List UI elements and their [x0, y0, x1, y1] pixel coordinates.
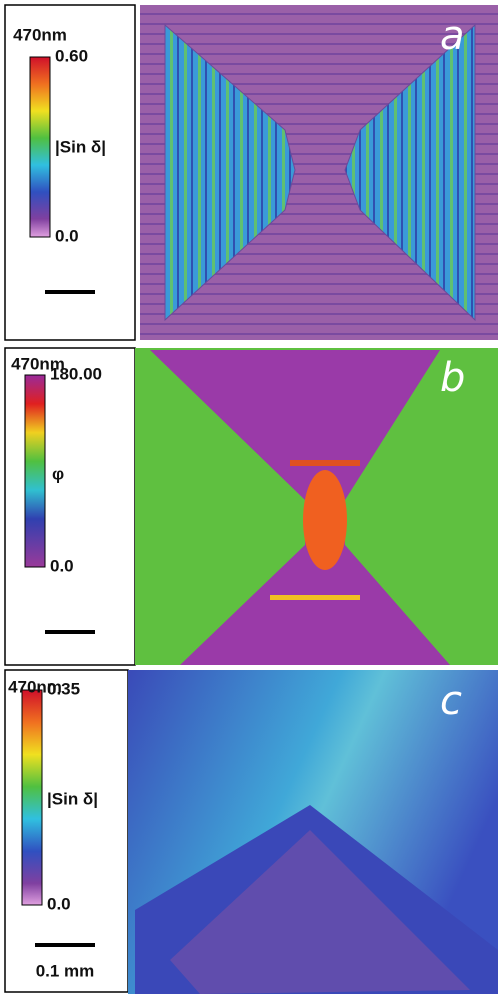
colorbar-min: 0.0 — [55, 226, 79, 245]
colorbar-min: 0.0 — [50, 556, 74, 575]
colorbar-max: 0.35 — [47, 679, 80, 698]
image-region — [290, 460, 360, 466]
image-region — [270, 595, 360, 600]
wavelength: 470nm — [13, 25, 67, 44]
colorbar — [30, 57, 50, 237]
image-region — [303, 470, 347, 570]
colorbar — [25, 375, 45, 567]
figure: 470nm 0.60 |Sin δ| 0.0 a 470nm 180.00 φ … — [0, 0, 498, 994]
colorbar-quantity: φ — [52, 464, 64, 483]
scale-label: 0.1 mm — [36, 961, 95, 980]
panel-letter: b — [440, 355, 465, 401]
colorbar-min: 0.0 — [47, 894, 71, 913]
colorbar-max: 180.00 — [50, 364, 102, 383]
colorbar-quantity: |Sin δ| — [55, 137, 106, 156]
colorbar-quantity: |Sin δ| — [47, 789, 98, 808]
panel-letter: a — [440, 13, 465, 59]
colorbar — [22, 690, 42, 905]
colorbar-max: 0.60 — [55, 46, 88, 65]
panel-letter: c — [440, 678, 462, 724]
